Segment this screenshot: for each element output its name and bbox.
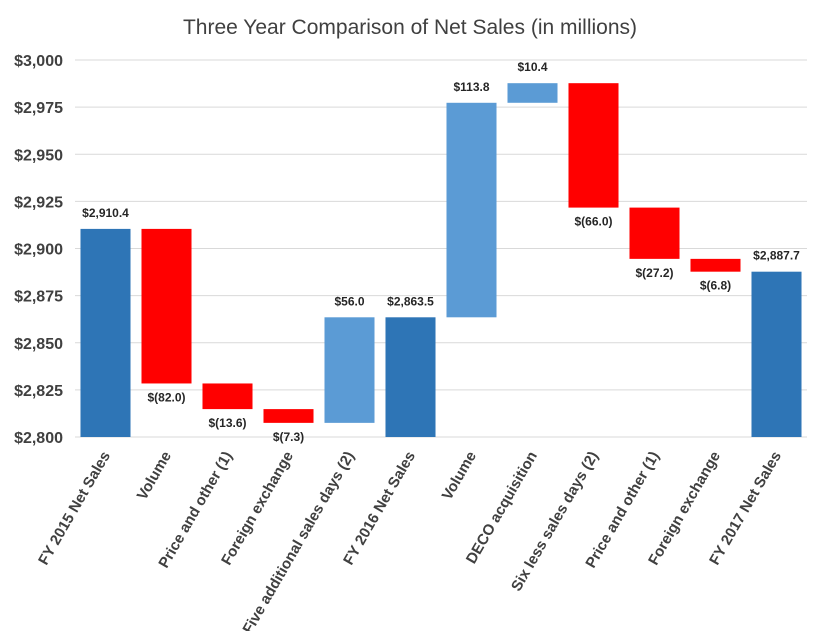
y-tick-label: $3,000 — [14, 53, 63, 70]
data-label: $2,887.7 — [753, 249, 800, 263]
bar-increase — [324, 317, 375, 423]
bar-increase — [507, 83, 558, 103]
bar-decrease — [141, 228, 192, 384]
data-label: $10.4 — [517, 60, 547, 74]
bar-decrease — [629, 207, 680, 259]
bar-decrease — [690, 258, 741, 272]
bar-decrease — [202, 383, 253, 410]
y-tick-label: $2,875 — [14, 289, 63, 306]
bars — [80, 83, 802, 437]
x-tick-label: Volume — [134, 449, 175, 503]
bar-increase — [446, 102, 497, 318]
x-tick-label: Volume — [439, 449, 480, 503]
bar-decrease — [263, 409, 314, 423]
y-tick-label: $2,800 — [14, 430, 63, 447]
y-tick-label: $2,900 — [14, 242, 63, 259]
data-label: $113.8 — [453, 80, 489, 94]
y-tick-label: $2,925 — [14, 194, 63, 211]
bar-total — [80, 228, 131, 437]
bar-total — [385, 317, 436, 437]
y-tick-label: $2,825 — [14, 383, 63, 400]
x-tick-label: Five additional sales days (2) — [239, 448, 358, 631]
bar-decrease — [568, 83, 619, 208]
data-label: $(66.0) — [574, 215, 612, 229]
y-tick-label: $2,850 — [14, 336, 63, 353]
y-tick-label: $2,975 — [14, 100, 63, 117]
y-axis-ticks: $2,800 $2,825 $2,850 $2,875 $2,900 $2,925 $2,9… — [14, 53, 63, 447]
data-label: $56.0 — [334, 294, 364, 308]
data-label: $(82.0) — [147, 390, 185, 404]
data-label: $(7.3) — [273, 430, 304, 444]
data-label: $(13.6) — [208, 416, 246, 430]
data-label: $2,863.5 — [387, 294, 434, 308]
gridlines — [75, 59, 807, 438]
data-label: $(27.2) — [635, 266, 673, 280]
data-label: $(6.8) — [700, 279, 731, 293]
chart-title: Three Year Comparison of Net Sales (in m… — [183, 16, 637, 39]
bar-total — [751, 271, 802, 437]
data-label: $2,910.4 — [82, 206, 129, 220]
data-labels: $2,910.4 $(82.0) $(13.6) $(7.3) $56.0 $2,863.… — [82, 60, 800, 444]
x-tick-label: FY 2015 Net Sales — [35, 449, 114, 568]
y-tick-label: $2,950 — [14, 147, 63, 164]
